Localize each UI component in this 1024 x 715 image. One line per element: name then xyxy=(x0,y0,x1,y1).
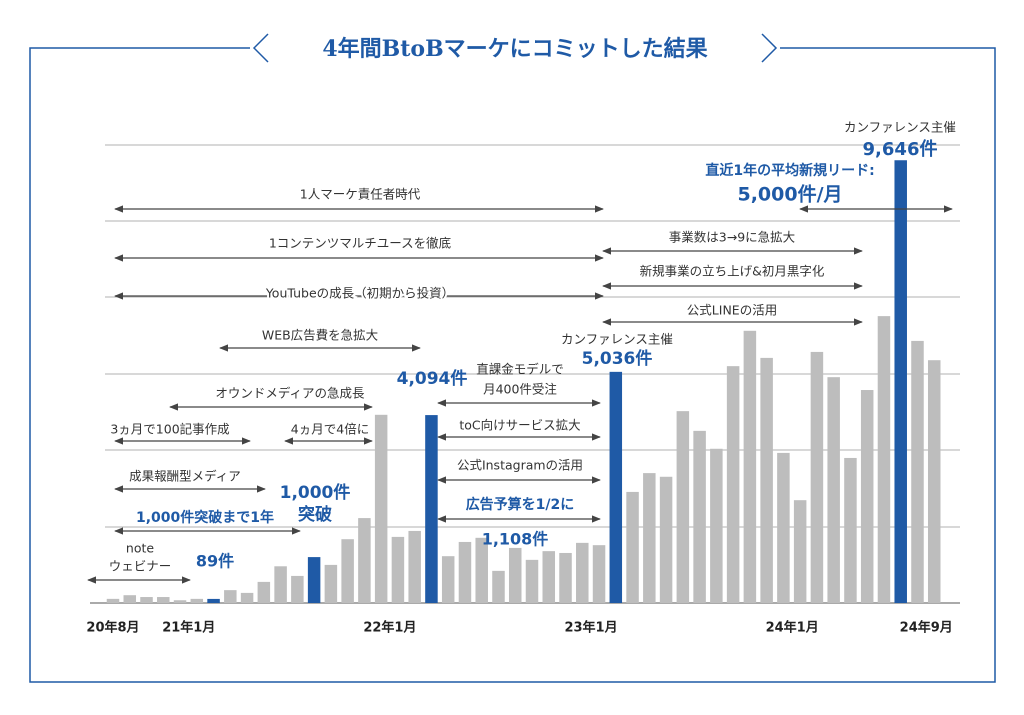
bar xyxy=(157,597,170,603)
value-label: 89件 xyxy=(196,552,234,571)
value-label: 1,000件 xyxy=(280,482,351,503)
x-tick-label: 23年1月 xyxy=(564,620,617,636)
bar xyxy=(609,371,623,603)
annotation: 公式LINEの活用 xyxy=(687,303,777,318)
bar xyxy=(844,457,857,603)
bar xyxy=(358,518,371,603)
bar xyxy=(626,491,639,603)
annotation: 1,000件突破まで1年 xyxy=(136,509,274,526)
annotation: 1人マーケ責任者時代 xyxy=(300,187,421,202)
chevron xyxy=(252,33,269,63)
bar xyxy=(324,564,338,603)
annotation: 直近1年の平均新規リード: xyxy=(705,162,874,179)
bar xyxy=(693,430,706,603)
bar xyxy=(475,537,488,603)
bar xyxy=(676,411,690,603)
bar xyxy=(307,557,321,603)
frame xyxy=(29,47,996,683)
x-tick-label: 21年1月 xyxy=(162,620,215,636)
annotation: オウンドメディアの急成長 xyxy=(215,386,365,401)
bar xyxy=(274,566,287,603)
bar xyxy=(659,476,673,603)
annotation: 成果報酬型メディア xyxy=(129,469,241,484)
bar xyxy=(542,551,556,603)
x-tick-label: 22年1月 xyxy=(363,620,416,636)
annotation: ウェビナー xyxy=(109,559,172,574)
annotation: note xyxy=(126,541,154,556)
bar xyxy=(492,570,505,603)
annotation: 公式Instagramの活用 xyxy=(457,458,583,473)
bar xyxy=(827,377,840,603)
annotation: WEB広告費を急拡大 xyxy=(262,328,378,343)
x-tick-label: 24年1月 xyxy=(766,620,819,636)
note: カンファレンス主催 xyxy=(561,332,673,347)
bar xyxy=(894,160,907,603)
bar xyxy=(793,500,807,603)
bar xyxy=(810,351,824,603)
note: 突破 xyxy=(298,504,332,525)
bar xyxy=(391,536,405,603)
bar xyxy=(257,581,271,603)
bar xyxy=(458,541,472,603)
bar xyxy=(710,448,723,603)
bar xyxy=(425,415,438,603)
bar xyxy=(224,590,237,603)
bar xyxy=(140,597,153,603)
annotation: 1コンテンツマルチユースを徹底 xyxy=(269,236,451,251)
bar xyxy=(760,357,773,603)
chart-title: 4年間BtoBマーケにコミットした結果 xyxy=(322,36,707,62)
bar xyxy=(726,366,740,603)
bar xyxy=(592,545,606,603)
annotation: 広告予算を1/2に xyxy=(466,496,575,513)
value-label: 9,646件 xyxy=(863,138,938,160)
note: 1,108件 xyxy=(482,530,549,549)
annotation: YouTubeの成長（初期から投資） xyxy=(265,286,454,301)
bar xyxy=(173,600,187,603)
annotation: 5,000件/月 xyxy=(737,183,842,206)
bar xyxy=(291,575,304,603)
bar xyxy=(743,330,757,603)
note: カンファレンス主催 xyxy=(844,120,956,135)
bar xyxy=(525,559,539,603)
bar xyxy=(576,542,589,603)
bar xyxy=(240,592,254,603)
value-label: 4,094件 xyxy=(397,368,468,389)
chevron xyxy=(761,33,778,63)
annotation: 4ヵ月で4倍に xyxy=(291,422,369,437)
bar xyxy=(508,547,522,603)
annotation: 直課金モデルで xyxy=(476,362,564,377)
bar xyxy=(123,595,137,603)
annotation: toC向けサービス拡大 xyxy=(459,418,580,433)
bar xyxy=(190,598,204,603)
bar xyxy=(643,473,656,603)
bar xyxy=(777,452,790,603)
x-tick-label: 20年8月 xyxy=(86,620,139,636)
bar xyxy=(441,556,455,603)
bar xyxy=(860,390,874,603)
value-label: 5,036件 xyxy=(582,348,653,369)
bar xyxy=(559,552,572,603)
bar xyxy=(911,340,924,603)
bar xyxy=(877,316,891,603)
bar xyxy=(408,530,421,603)
bar xyxy=(207,598,220,603)
annotation: 月400件受注 xyxy=(483,382,557,397)
bar xyxy=(106,598,120,603)
annotation: 新規事業の立ち上げ&初月黒字化 xyxy=(640,264,825,279)
x-tick-label: 24年9月 xyxy=(900,620,953,636)
annotation: 事業数は3→9に急拡大 xyxy=(669,230,795,245)
bar xyxy=(341,539,354,603)
annotation: 3ヵ月で100記事作成 xyxy=(110,422,229,437)
bar xyxy=(927,360,941,603)
bar xyxy=(374,414,388,603)
